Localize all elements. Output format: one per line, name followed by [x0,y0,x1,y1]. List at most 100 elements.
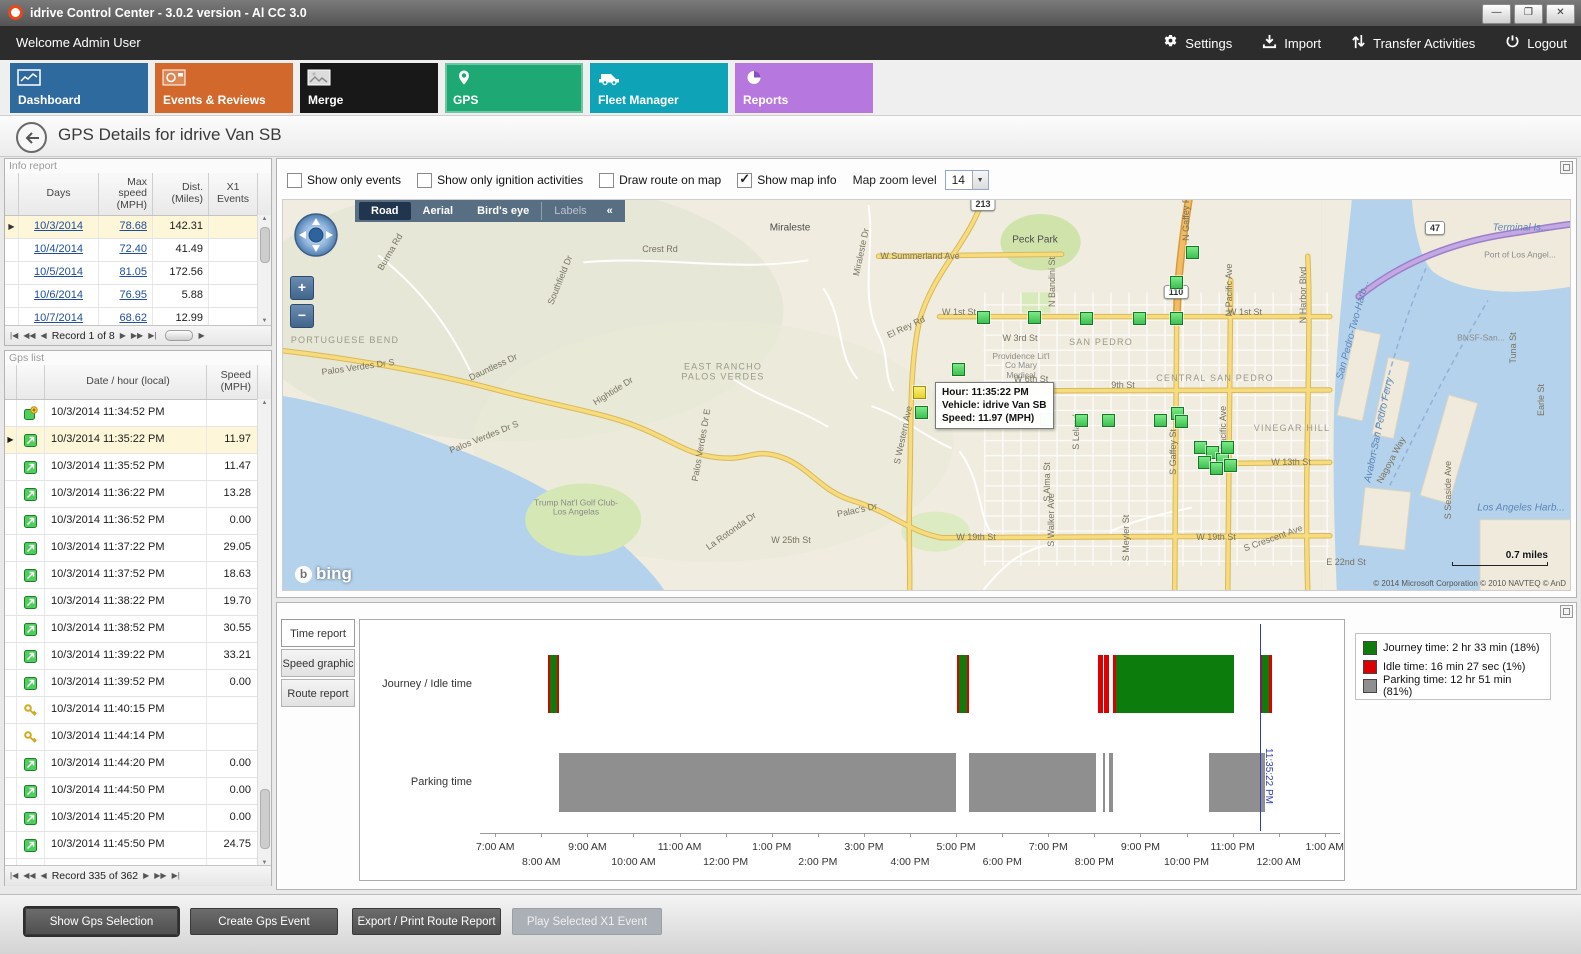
horizontal-scrollbar-thumb[interactable] [165,330,194,341]
info-report-row[interactable]: 10/6/2014 76.95 5.88 [5,285,271,308]
gps-list-row[interactable]: 10/3/2014 11:37:22 PM 29.05 [5,535,271,562]
nav-last-icon[interactable]: ▶| [171,871,180,880]
gps-marker[interactable] [977,311,990,324]
scroll-down-icon[interactable]: ▼ [261,860,268,866]
nav-next-page-icon[interactable]: ▶▶ [154,871,167,880]
gps-marker[interactable] [1175,415,1188,428]
chart-panel-collapse-button[interactable] [1560,605,1573,618]
gps-list-row[interactable]: 10/3/2014 11:36:22 PM 13.28 [5,481,271,508]
info-report-row[interactable]: 10/4/2014 72.40 41.49 [5,239,271,262]
map-canvas[interactable]: Miraleste Peck Park W Summerland Ave Crest … [282,199,1571,591]
back-button[interactable] [16,122,47,153]
gps-marker[interactable] [952,363,965,376]
nav-prev-page-icon[interactable]: ◀◀ [23,331,36,340]
column-speed[interactable]: Speed (MPH) [207,365,258,399]
gps-list-row[interactable]: 10/3/2014 11:45:20 PM 0.00 [5,805,271,832]
checkbox-icon[interactable] [737,171,753,188]
max-speed-link[interactable]: 72.40 [119,243,147,255]
show-gps-selection-button[interactable]: Show Gps Selection [25,908,178,935]
gps-list-row[interactable]: 10/3/2014 11:44:14 PM [5,724,271,751]
checkbox-show-only-events[interactable]: Show only events [287,172,401,188]
map-zoom-in-button[interactable]: + [290,276,314,300]
gps-marker[interactable] [1102,414,1115,427]
nav-prev-icon[interactable]: ◀ [40,871,47,880]
day-link[interactable]: 10/4/2014 [34,243,83,255]
gps-marker-selected[interactable] [913,386,926,399]
map-style-labels[interactable]: Labels [541,202,598,220]
gps-list-row[interactable]: 10/3/2014 11:37:52 PM 18.63 [5,562,271,589]
nav-tab-gps[interactable]: GPS [445,63,583,113]
map-zoom-level-select[interactable]: 14 ▼ [944,170,989,190]
gps-marker[interactable] [1170,312,1183,325]
mapbar-collapse-icon[interactable]: « [606,205,613,217]
gps-marker[interactable] [1224,459,1237,472]
map-panel-collapse-button[interactable] [1560,161,1573,174]
transfer-menu-item[interactable]: Transfer Activities [1351,34,1475,52]
nav-tab-reports[interactable]: Reports [735,63,873,113]
column-max-speed[interactable]: Max speed (MPH) [99,173,153,215]
nav-tab-dashboard[interactable]: Dashboard [10,63,148,113]
gps-marker[interactable] [1210,462,1223,475]
gps-list-row[interactable]: 10/3/2014 11:36:52 PM 0.00 [5,508,271,535]
gps-marker[interactable] [1154,414,1167,427]
scroll-up-icon[interactable]: ▲ [261,400,268,406]
chart-cursor-line[interactable] [1259,624,1261,831]
checkbox-show-map-info[interactable]: Show map info [737,171,837,188]
gps-marker[interactable] [1080,312,1093,325]
gps-list-scrollbar[interactable]: ▲ ▼ [257,399,271,867]
gps-list-row[interactable]: 10/3/2014 11:35:52 PM 11.47 [5,454,271,481]
gps-list-row[interactable]: ▶ 10/3/2014 11:35:22 PM 11.97 [5,427,271,454]
checkbox-draw-route-on-map[interactable]: Draw route on map [599,172,721,188]
map-style-road[interactable]: Road [359,202,411,220]
gps-list-row[interactable]: 10/3/2014 11:39:22 PM 33.21 [5,643,271,670]
gps-list-row[interactable]: 10/3/2014 11:39:52 PM 0.00 [5,670,271,697]
map-style-aerial[interactable]: Aerial [422,205,454,217]
nav-next-page-icon[interactable]: ▶▶ [130,331,144,340]
day-link[interactable]: 10/6/2014 [34,289,83,301]
create-gps-event-button[interactable]: Create Gps Event [190,908,338,935]
max-speed-link[interactable]: 68.62 [119,312,147,324]
export-print-route-report-button[interactable]: Export / Print Route Report [352,908,501,935]
gps-list-row[interactable]: 10/3/2014 11:44:20 PM 0.00 [5,751,271,778]
info-report-row[interactable]: ▶ 10/3/2014 78.68 142.31 [5,216,271,239]
tab-route-report[interactable]: Route report [281,679,355,707]
gps-list-row[interactable]: 10/3/2014 11:45:50 PM 24.75 [5,832,271,859]
column-x1-events[interactable]: X1 Events [209,173,258,215]
maximize-button[interactable]: ❐ [1514,4,1543,24]
max-speed-link[interactable]: 78.68 [119,220,147,232]
close-button[interactable]: ✕ [1546,4,1575,24]
minimize-button[interactable]: — [1482,4,1511,24]
checkbox-icon[interactable] [417,172,433,188]
max-speed-link[interactable]: 76.95 [119,289,147,301]
gps-marker[interactable] [1028,311,1041,324]
nav-next-icon[interactable]: ▶ [119,331,126,340]
map-style-bird-s-eye[interactable]: Bird's eye [477,205,530,217]
import-menu-item[interactable]: Import [1262,34,1321,52]
map-compass-control[interactable] [293,212,339,261]
gps-list-row[interactable]: 10/3/2014 11:44:50 PM 0.00 [5,778,271,805]
scrollbar-thumb[interactable] [260,227,270,263]
gps-marker[interactable] [1206,446,1219,459]
scroll-up-icon[interactable]: ▲ [261,216,268,222]
gps-list-row[interactable]: 10/3/2014 11:40:15 PM [5,697,271,724]
gps-marker[interactable] [1186,246,1199,259]
nav-tab-events-reviews[interactable]: Events & Reviews [155,63,293,113]
nav-prev-icon[interactable]: ◀ [40,331,47,340]
tab-speed-graphic[interactable]: Speed graphic [281,649,355,677]
settings-menu-item[interactable]: Settings [1163,34,1232,52]
info-report-row[interactable]: 10/5/2014 81.05 172.56 [5,262,271,285]
column-dist-miles[interactable]: Dist. (Miles) [153,173,209,215]
checkbox-icon[interactable] [599,172,615,188]
gps-list-row[interactable]: 10/3/2014 11:34:52 PM [5,400,271,427]
gps-list-row[interactable]: 10/3/2014 11:38:52 PM 30.55 [5,616,271,643]
dropdown-arrow-icon[interactable]: ▼ [971,171,988,189]
max-speed-link[interactable]: 81.05 [119,266,147,278]
day-link[interactable]: 10/7/2014 [34,312,83,324]
gps-list-row[interactable]: 10/3/2014 11:38:22 PM 19.70 [5,589,271,616]
column-days[interactable]: Days [19,173,99,215]
gps-marker[interactable] [915,406,928,419]
checkbox-show-only-ignition-activities[interactable]: Show only ignition activities [417,172,583,188]
nav-first-icon[interactable]: |◀ [10,331,19,340]
gps-marker[interactable] [1075,414,1088,427]
tab-time-report[interactable]: Time report [281,619,355,647]
